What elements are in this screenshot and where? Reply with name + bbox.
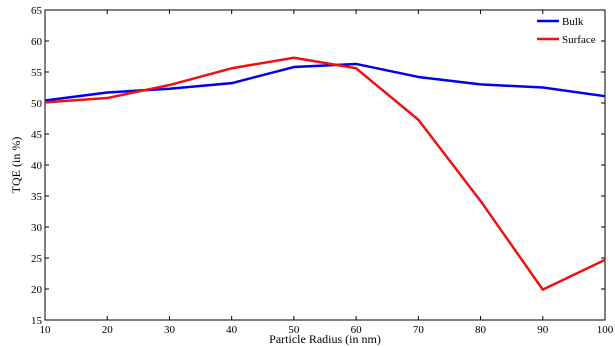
x-tick-label: 40 [226, 324, 238, 336]
y-tick-label: 40 [31, 160, 43, 172]
x-axis-title: Particle Radius (in nm) [269, 332, 381, 346]
legend-label-bulk: Bulk [562, 16, 584, 28]
y-tick-label: 45 [31, 129, 43, 141]
x-tick-label: 50 [288, 324, 300, 336]
x-tick-label: 90 [537, 324, 549, 336]
y-tick-label: 55 [31, 67, 43, 79]
y-tick-label: 50 [31, 98, 43, 110]
tick-marks [44, 9, 606, 321]
y-tick-label: 15 [31, 315, 43, 327]
y-tick-label: 30 [31, 222, 43, 234]
x-tick-label: 80 [475, 324, 487, 336]
legend: Bulk Surface [534, 14, 601, 48]
y-tick-label: 60 [31, 36, 43, 48]
series-line-surface [44, 56, 606, 291]
legend-label-surface: Surface [562, 34, 596, 46]
series-layer [44, 56, 606, 291]
legend-box [534, 14, 601, 48]
x-tick-label: 20 [102, 324, 114, 336]
y-tick-label: 25 [31, 253, 43, 265]
y-tick-label: 65 [31, 5, 43, 17]
x-tick-label: 30 [164, 324, 176, 336]
plot-area [44, 9, 606, 321]
x-tick-label: 100 [597, 324, 614, 336]
x-tick-label: 10 [40, 324, 52, 336]
y-tick-label: 35 [31, 191, 43, 203]
y-tick-label: 20 [31, 284, 43, 296]
x-tick-label: 70 [413, 324, 425, 336]
y-axis-title: TQE (in %) [9, 137, 23, 194]
x-tick-label: 60 [351, 324, 363, 336]
tick-labels: 10 20 30 40 50 60 70 80 90 100 15 20 25 30 35 40 45 50 55 6… [31, 5, 614, 336]
